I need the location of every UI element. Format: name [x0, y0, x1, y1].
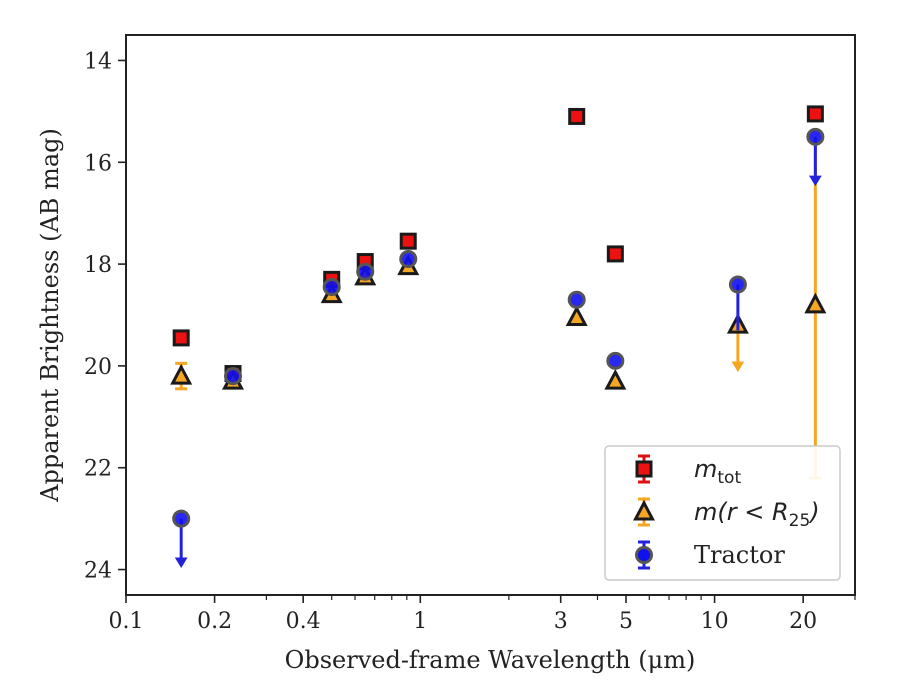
legend-label-main: m(r < R	[694, 498, 789, 526]
x-tick-label: 0.1	[109, 609, 144, 634]
legend-label-mtot: mtot	[694, 455, 741, 488]
tractor-marker	[567, 290, 586, 309]
legend-marker-mr25	[633, 499, 655, 521]
tractor-marker	[606, 351, 625, 370]
mtot-marker	[172, 329, 190, 347]
mtot-marker	[806, 105, 824, 123]
tractor-marker	[356, 262, 375, 281]
x-tick-label: 10	[701, 609, 729, 634]
legend-marker-mtot	[635, 460, 653, 478]
data-marks	[170, 105, 827, 568]
tractor-limit-arrow	[174, 557, 188, 568]
legend-label-subscript: 25	[789, 511, 811, 531]
y-tick-label: 14	[84, 49, 112, 74]
y-tick-label: 16	[84, 151, 112, 176]
legend-entry-tractor: Tractor	[635, 540, 785, 570]
x-tick-label: 1	[413, 609, 427, 634]
mr25-marker	[804, 292, 827, 314]
legend-label-tractor: Tractor	[694, 541, 785, 569]
legend: mtot m(r < R25) Tractor	[604, 445, 841, 581]
tractor-marker	[806, 127, 825, 146]
y-tick-label: 24	[84, 559, 112, 584]
tractor-marker	[399, 250, 418, 268]
legend-label-main: Tractor	[694, 541, 785, 569]
legend-entry-mtot: mtot	[635, 454, 741, 488]
plot-frame	[125, 34, 856, 596]
y-tick-label: 20	[84, 355, 112, 380]
legend-box	[604, 445, 841, 581]
mr25-marker	[565, 305, 588, 327]
x-tick-label: 5	[619, 609, 633, 634]
tractor-marker	[728, 275, 747, 294]
legend-label-subscript: tot	[717, 468, 741, 488]
legend-label-main: m	[694, 455, 717, 483]
mtot-marker	[568, 107, 586, 125]
tractor-marker	[322, 278, 341, 296]
series-tractor	[172, 127, 825, 568]
axis-ticks: 0.1 0.2 0.4 1 3 5 10 20 14 16 18 20 22 24	[84, 49, 856, 634]
legend-label-tail: )	[808, 498, 819, 526]
tractor-marker	[172, 509, 191, 528]
tractor-limit-arrow	[808, 175, 822, 187]
mr25-limit-arrow	[731, 361, 745, 372]
y-tick-label: 22	[84, 457, 112, 482]
x-tick-label: 0.4	[286, 609, 321, 634]
tractor-marker	[224, 367, 243, 386]
mtot-marker	[606, 245, 624, 263]
y-tick-label: 18	[84, 253, 112, 278]
legend-marker-tractor	[635, 546, 653, 564]
x-tick-label: 0.2	[197, 609, 232, 634]
mr25-marker	[170, 363, 193, 385]
mtot-marker	[399, 232, 417, 250]
x-tick-label: 20	[789, 609, 817, 634]
legend-label-mr25: m(r < R25)	[694, 498, 820, 531]
mr25-marker	[604, 368, 627, 390]
y-axis-label: Apparent Brightness (AB mag)	[36, 128, 64, 503]
x-axis-label: Observed-frame Wavelength (μm)	[285, 646, 696, 674]
legend-entry-mr25: m(r < R25)	[633, 497, 820, 531]
x-tick-label: 3	[554, 609, 568, 634]
